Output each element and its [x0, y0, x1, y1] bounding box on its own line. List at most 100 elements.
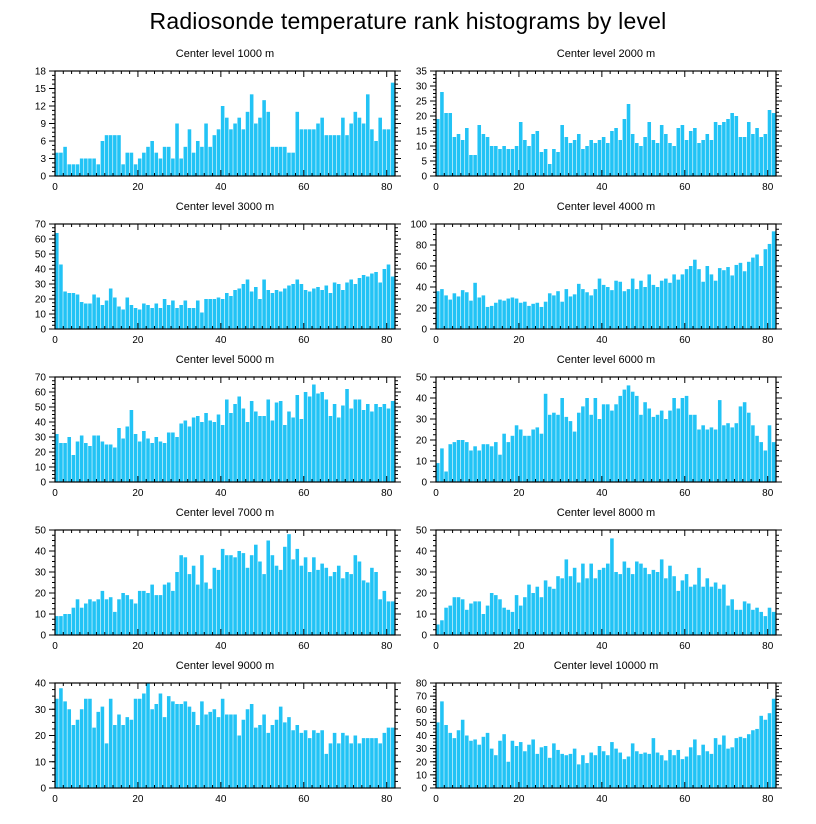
- panel-title: Center level 1000 m: [176, 48, 274, 60]
- bar: [556, 152, 560, 176]
- bar: [676, 590, 681, 635]
- bar: [316, 123, 320, 176]
- bar: [709, 274, 714, 329]
- bar: [564, 559, 569, 635]
- bar: [664, 134, 668, 176]
- bar: [162, 717, 167, 789]
- bar: [303, 129, 308, 176]
- x-tick-label: 60: [298, 641, 310, 652]
- bar: [572, 748, 577, 789]
- bar: [270, 555, 275, 635]
- x-tick-label: 40: [215, 641, 227, 652]
- bar: [535, 131, 540, 176]
- y-tick-label: 10: [35, 610, 47, 621]
- bar: [581, 149, 585, 176]
- bar: [684, 395, 689, 482]
- bar: [436, 463, 440, 482]
- bar: [283, 722, 287, 789]
- bar: [763, 719, 768, 788]
- bar: [485, 137, 490, 176]
- bar: [630, 134, 635, 176]
- bar: [357, 278, 362, 329]
- bar: [179, 305, 183, 329]
- bar: [498, 149, 502, 176]
- bar: [680, 274, 685, 329]
- bar: [697, 567, 701, 635]
- bar: [647, 274, 652, 329]
- bar: [523, 751, 527, 788]
- bar: [386, 264, 391, 329]
- bar: [593, 289, 598, 329]
- bar: [560, 125, 564, 176]
- y-tick-label: 60: [35, 388, 47, 399]
- bar: [216, 129, 221, 176]
- bar: [589, 563, 593, 635]
- y-tick-label: 30: [416, 82, 428, 93]
- bar: [361, 738, 366, 789]
- bar: [71, 293, 76, 329]
- bar: [158, 308, 163, 329]
- y-tick-label: 70: [35, 220, 47, 231]
- bar: [477, 125, 482, 176]
- bar: [79, 607, 84, 635]
- bar: [129, 305, 134, 329]
- bar: [751, 134, 755, 176]
- bar: [154, 303, 159, 329]
- bar: [254, 287, 258, 329]
- bar: [208, 420, 212, 482]
- y-tick-label: 50: [416, 718, 428, 729]
- bar: [552, 149, 556, 176]
- bar: [75, 441, 80, 482]
- bar: [568, 753, 573, 789]
- bar: [104, 743, 109, 789]
- bar: [444, 295, 448, 329]
- bar: [266, 540, 271, 635]
- bar: [262, 100, 266, 176]
- y-tick-label: 15: [35, 84, 47, 95]
- bar: [759, 611, 763, 635]
- bar: [527, 305, 531, 329]
- bar: [382, 590, 387, 635]
- bar: [481, 444, 486, 482]
- bar: [705, 134, 710, 176]
- bar: [684, 574, 689, 635]
- bar: [55, 152, 59, 176]
- bar: [249, 291, 254, 329]
- bar: [717, 400, 722, 482]
- bar: [564, 289, 569, 329]
- x-tick-label: 20: [132, 488, 144, 499]
- bar: [88, 599, 92, 635]
- bar: [709, 586, 714, 635]
- bar: [104, 300, 109, 329]
- bar: [361, 275, 366, 329]
- bar: [659, 410, 664, 482]
- bar: [79, 302, 84, 329]
- bar: [543, 393, 548, 482]
- bar: [320, 117, 324, 176]
- bar: [254, 544, 258, 635]
- bar: [365, 276, 370, 329]
- bar: [664, 760, 668, 788]
- bar: [113, 135, 117, 176]
- bar: [154, 595, 159, 635]
- bar: [465, 292, 469, 329]
- panel-title: Center level 9000 m: [176, 660, 274, 672]
- bar: [751, 730, 755, 788]
- y-tick-label: 10: [35, 463, 47, 474]
- bar: [287, 411, 291, 482]
- bar: [249, 704, 254, 788]
- bar: [353, 735, 358, 788]
- bar: [672, 146, 676, 176]
- bar: [581, 755, 585, 788]
- bar: [564, 137, 569, 176]
- bar: [133, 308, 138, 329]
- bar: [295, 111, 300, 176]
- bar: [601, 404, 606, 482]
- bar: [726, 119, 730, 176]
- bar: [150, 709, 154, 788]
- bar: [324, 567, 329, 635]
- bar: [730, 747, 734, 788]
- y-tick-label: 20: [416, 112, 428, 123]
- bar: [108, 597, 113, 635]
- bar: [100, 305, 105, 329]
